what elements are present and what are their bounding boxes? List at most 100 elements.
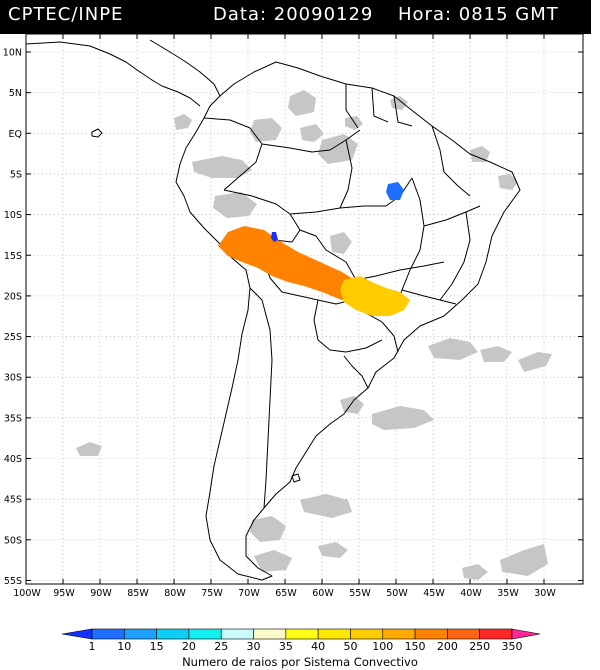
lat-tick-label: 40S [4,454,22,465]
colorbar-label: 150 [405,640,426,653]
colorbar-high-cap [511,628,541,640]
lon-tick-label: 95W [53,588,75,599]
lon-tick-label: 100W [13,588,41,599]
lon-tick-label: 90W [90,588,112,599]
colorbar: 1 10 15 20 25 30 35 40 50 100 150 200 250 350 [61,628,541,653]
cloud-patch [250,516,286,542]
cloud-patch [192,156,252,178]
lon-tick-label: 75W [201,588,223,599]
colorbar-swatch [414,628,448,640]
cloud-patch [300,494,352,518]
colorbar-label: 100 [372,640,393,653]
cloud-patch [480,346,512,362]
argentina-north-border [313,299,383,353]
colorbar-label: 30 [247,640,261,653]
brazil-state-border [339,139,353,209]
lat-tick-label: EQ [9,129,22,140]
cloud-patch [318,542,348,558]
colorbar-low-cap [61,628,93,640]
lon-tick-label: 80W [164,588,186,599]
lat-tick-label: 15S [4,251,22,262]
colorbar-label: 40 [311,640,325,653]
lat-tick-label: 30S [4,373,22,384]
lon-tick-label: 55W [349,588,371,599]
lon-tick-label: 35W [497,588,519,599]
date-label: Data: 20090129 [213,4,374,25]
convective-system-orange [218,226,370,300]
convective-system-blue-small [271,232,278,242]
cloud-patch [428,338,478,360]
lat-tick-label: 25S [4,332,22,343]
colorbar-swatch [317,628,351,640]
brazil-state-border [401,289,457,305]
falklands-outline [291,473,301,483]
cloud-patch [345,116,363,130]
french-guiana-border [393,95,413,127]
cloud-patch [500,544,548,576]
colorbar-label: 200 [437,640,458,653]
colorbar-label: 15 [150,640,164,653]
cloud-patch [318,134,358,164]
cloud-patch [254,550,292,572]
cloud-patch [250,118,282,142]
cloud-patch [470,146,490,162]
lon-tick-label: 70W [238,588,260,599]
cloud-patch [330,232,352,254]
lon-tick-label: 65W [275,588,297,599]
cloud-patch [174,114,192,130]
colorbar-swatch [91,628,125,640]
convective-system-blue [386,182,404,200]
colorbar-label: 35 [279,640,293,653]
time-label: Hora: 0815 GMT [398,4,559,25]
lon-tick-label: 60W [312,588,334,599]
cloud-patch [340,396,364,414]
galapagos-outline [91,128,103,138]
cloud-patch [462,564,488,580]
south-america-coastline [175,61,521,581]
map-grid [26,34,583,584]
cloud-patch [213,192,257,218]
lat-tick-label: 10S [4,210,22,221]
guyana-border [345,84,359,129]
colorbar-swatch [479,628,513,640]
suriname-border [371,87,389,123]
lat-tick-label: 5S [10,169,22,180]
cloud-patch [372,406,434,430]
lat-tick-label: 45S [4,495,22,506]
lon-tick-label: 85W [127,588,149,599]
lat-tick-label: 50S [4,535,22,546]
lon-tick-label: 40W [460,588,482,599]
colorbar-label: 350 [502,640,523,653]
source-label: CPTEC/INPE [8,4,124,25]
colorbar-label: 25 [214,640,228,653]
lat-tick-label: 5N [9,88,22,99]
colorbar-swatch [124,628,157,640]
colorbar-swatch [285,628,319,640]
colorbar-label: 1 [89,640,96,653]
venezuela-border [261,129,361,153]
colorbar-swatch [382,628,416,640]
central-america-caribbean-coast [149,39,221,97]
colorbar-label: 50 [343,640,357,653]
lat-tick-label: 20S [4,291,22,302]
convective-system-yellow [340,276,410,316]
cloud-cover-layer [76,90,552,580]
lat-tick-label: 10N [3,48,22,59]
map-background [26,34,583,584]
cloud-patch [498,174,518,190]
colorbar-swatch [350,628,384,640]
map-frame [25,33,584,585]
colorbar-swatch [447,628,480,640]
cloud-patch [76,442,102,456]
brazil-state-border [355,261,445,281]
central-america-coast [25,41,201,107]
colorbar-caption: Numero de raios por Sistema Convectivo [182,655,418,669]
axis-ticks: 10N 5N EQ 5S 10S 15S 20S 25S 30S 35S 40S 45S 50S 55S1… [3,34,583,599]
lon-tick-label: 50W [386,588,408,599]
colorbar-swatch [220,628,254,640]
cloud-patch [300,124,324,142]
uruguay-border [343,355,369,389]
lon-tick-label: 30W [534,588,556,599]
convective-systems [218,182,410,316]
title-bar: CPTEC/INPE Data: 20090129 Hora: 0815 GMT [0,0,591,34]
